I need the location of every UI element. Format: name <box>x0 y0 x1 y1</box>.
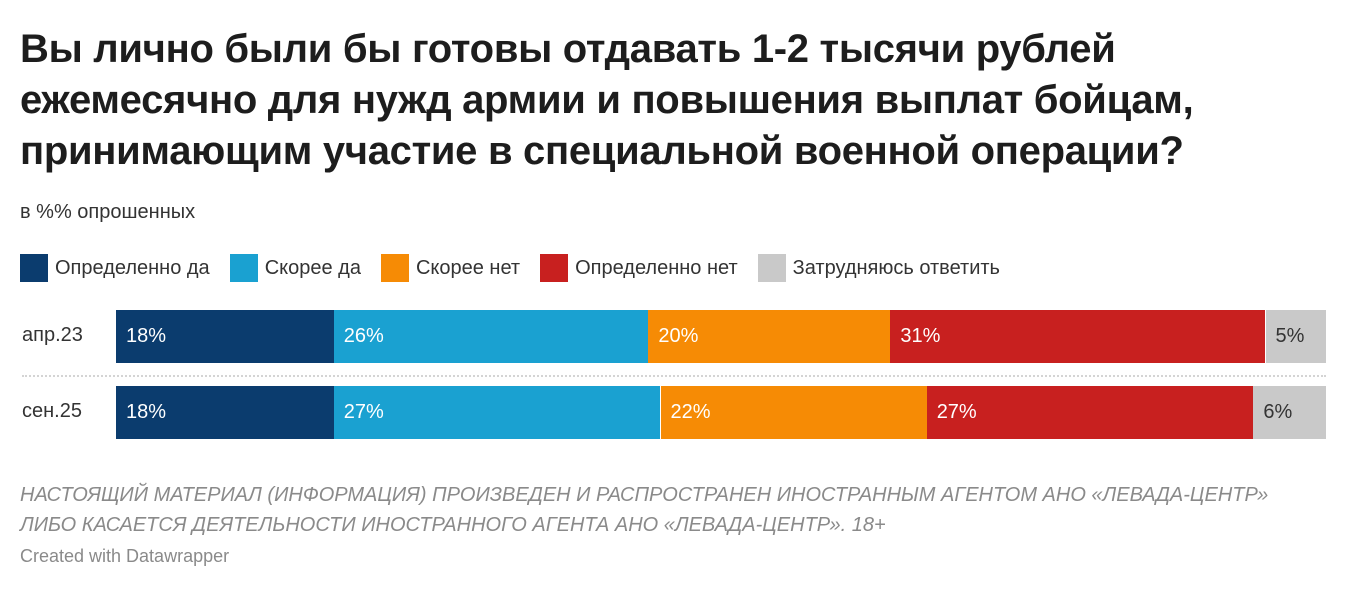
value-label: 20% <box>658 325 699 347</box>
legend: Определенно да Скорее да Скорее нет Определ… <box>20 254 1020 282</box>
legend-item: Определенно да <box>20 254 210 282</box>
legend-swatch <box>540 254 569 282</box>
chart-subtitle: в %% опрошенных <box>20 201 196 223</box>
bar-segment: 27% <box>333 386 661 439</box>
value-label: 27% <box>936 401 977 423</box>
bar-segment: 6% <box>1253 386 1326 439</box>
legend-label: Определенно нет <box>575 256 738 279</box>
value-label: 31% <box>900 325 941 347</box>
value-label: 22% <box>670 401 711 423</box>
legend-swatch <box>229 254 258 282</box>
legend-label: Определенно да <box>55 256 210 279</box>
legend-label: Скорее да <box>264 256 361 279</box>
legend-swatch <box>380 254 409 282</box>
bar-segment: 26% <box>333 310 649 363</box>
value-label: 18% <box>126 401 167 423</box>
legend-swatch <box>757 254 786 282</box>
legend-swatch <box>20 254 48 282</box>
legend-item: Определенно нет <box>540 254 738 282</box>
legend-item: Затрудняюсь ответить <box>757 254 1000 282</box>
value-label: 26% <box>343 325 384 347</box>
legend-item: Скорее да <box>229 254 361 282</box>
legend-label: Затрудняюсь ответить <box>792 256 1000 279</box>
value-label: 6% <box>1263 401 1293 423</box>
value-label: 18% <box>126 325 167 347</box>
bar-segment: 18% <box>116 310 334 363</box>
credit: Created with Datawrapper <box>20 546 230 566</box>
notes: НАСТОЯЩИЙ МАТЕРИАЛ (ИНФОРМАЦИЯ) ПРОИЗВЕД… <box>20 484 1269 536</box>
legend-item: Скорее нет <box>380 254 521 282</box>
bar-segment: 18% <box>116 386 334 439</box>
row-label: сен.25 <box>22 400 82 422</box>
value-label: 5% <box>1275 325 1305 347</box>
bar-segment: 31% <box>890 310 1266 363</box>
value-label: 27% <box>343 401 384 423</box>
legend-label: Скорее нет <box>415 256 521 279</box>
bar-segment: 20% <box>648 310 891 363</box>
row-label: апр.23 <box>22 324 83 346</box>
chart-title: Вы лично были бы готовы отдавать 1-2 тыс… <box>20 27 1194 173</box>
bar-segment: 5% <box>1265 310 1326 363</box>
bar-segment: 22% <box>660 386 927 439</box>
bar-segment: 27% <box>926 386 1254 439</box>
row-separator <box>22 375 1326 377</box>
